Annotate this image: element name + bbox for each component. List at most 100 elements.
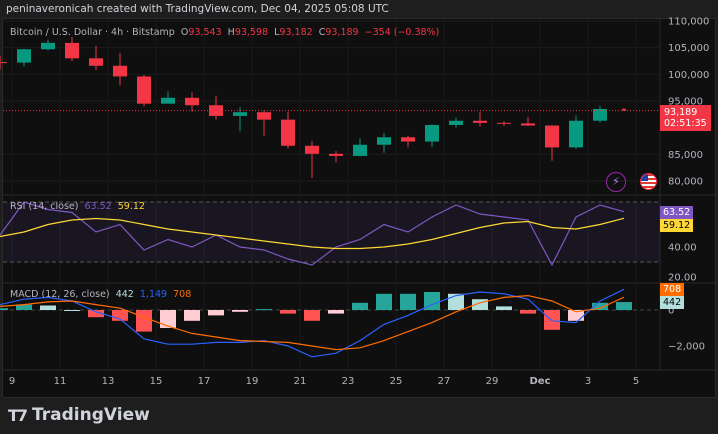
macd-histogram-bar [280,310,296,314]
last-price-tag: 93,189 02:51:35 [660,105,711,131]
time-tick-label: 25 [390,376,403,387]
chart-credit: peninaveronicah created with TradingView… [6,3,389,15]
lightning-alert-icon[interactable]: ⚡ [606,172,626,192]
price-tick-label: 80,000 [668,176,703,187]
macd-histogram-bar [472,299,488,310]
candle-body [353,144,367,156]
rsi-tick-label: 20.00 [668,273,697,284]
macd-histogram-bar [40,305,56,310]
candle-body [113,65,127,77]
candle-body [425,124,439,142]
high-label: H [227,27,235,38]
candle-body [521,123,535,126]
hist-tag: 442 [660,296,685,309]
macd-histogram-bar [208,310,224,316]
macd-histogram-bar [592,302,608,310]
low-label: L [274,27,280,38]
candle-body [497,122,511,124]
rsi-line [0,201,625,267]
macd-line [0,288,625,358]
rsi-band-fill [3,202,660,262]
macd-histogram-bar [616,302,632,310]
candle-body [401,137,415,142]
time-tick-label: 29 [486,376,499,387]
tradingview-logo-icon: T7 [8,405,28,425]
macd-tick-label: 0 [668,306,674,317]
candle-body [329,153,343,156]
macd-title: MACD (12, 26, close) [10,289,110,300]
candle-body [281,119,295,146]
macd-signal-value: 708 [173,289,192,300]
time-tick-label: 11 [54,376,67,387]
signal-tag: 708 [660,283,685,296]
candle-body [161,97,175,104]
macd-histogram-bar [400,293,416,310]
candle-body [622,108,626,111]
macd-legend[interactable]: MACD (12, 26, close) 442 1,149 708 [10,289,191,300]
macd-histogram-bar [112,310,128,321]
macd-value: 1,149 [139,289,168,300]
macd-histogram-bar [256,309,272,311]
price-tick-label: 95,000 [668,96,703,107]
candle-body [473,120,487,123]
bar-countdown: 02:51:35 [664,118,707,129]
candle-body [233,112,247,116]
time-tick-label: 5 [633,376,639,387]
macd-hist-value: 442 [115,289,134,300]
rsi-value: 63.52 [84,201,112,212]
us-flag-icon[interactable] [640,173,657,190]
macd-histogram-bar [64,310,80,311]
change-value: −354 (−0.38%) [364,27,440,38]
time-tick-label: 15 [150,376,163,387]
price-tick-label: 85,000 [668,150,703,161]
symbol-legend: Bitcoin / U.S. Dollar · 4h · Bitstamp O 9… [10,27,439,38]
time-tick-label: 27 [438,376,451,387]
price-tick-label: 110,000 [668,17,709,28]
tradingview-logo[interactable]: T7 TradingView [8,405,150,425]
last-price: 93,189 [664,107,698,118]
open-label: O [180,27,189,38]
candle-body [185,97,199,106]
high-value: 93,598 [234,27,269,38]
rsi-legend[interactable]: RSI (14, close) 63.52 59.12 [10,201,145,212]
time-tick-label: Dec [529,376,550,387]
macd-histogram-bar [232,310,248,312]
candle-body [0,62,7,64]
macd-histogram-bar [544,310,560,330]
candle-body [305,145,319,154]
macd-histogram-bar [424,292,440,310]
chart-frame[interactable] [2,18,716,398]
macd-histogram-bar [448,293,464,310]
symbol-name[interactable]: Bitcoin / U.S. Dollar · 4h · Bitstamp [10,27,175,38]
macd-histogram-bar [16,304,32,310]
macd-histogram-bar [520,310,536,314]
time-tick-label: 9 [9,376,15,387]
candle-body [41,42,55,50]
rsi-title: RSI (14, close) [10,201,79,212]
macd-histogram-bar [88,310,104,318]
macd-histogram-bar [352,302,368,310]
rsi-ma-value: 59.12 [117,201,145,212]
macd-histogram-bar [136,310,152,332]
price-tick-label: 100,000 [668,70,709,81]
rsi-tick-label: 40.00 [668,243,697,254]
candle-body [449,120,463,125]
time-tick-label: 3 [585,376,591,387]
macd-histogram-bar [496,306,512,310]
close-label: C [318,27,326,38]
macd-signal-line [0,294,625,351]
logo-text: TradingView [32,405,150,425]
rsi-ma-tag: 59.12 [660,219,694,232]
rsi-tag: 63.52 [660,206,694,219]
rsi-ma-line [0,217,625,250]
candle-body [257,112,271,120]
price-tick-label: 105,000 [668,43,709,54]
time-tick-label: 21 [294,376,307,387]
time-tick-label: 17 [198,376,211,387]
macd-histogram-bar [328,310,344,314]
time-tick-label: 23 [342,376,355,387]
macd-tick-label: −2,000 [668,342,705,353]
candle-body [137,76,151,104]
macd-histogram-bar [304,310,320,321]
